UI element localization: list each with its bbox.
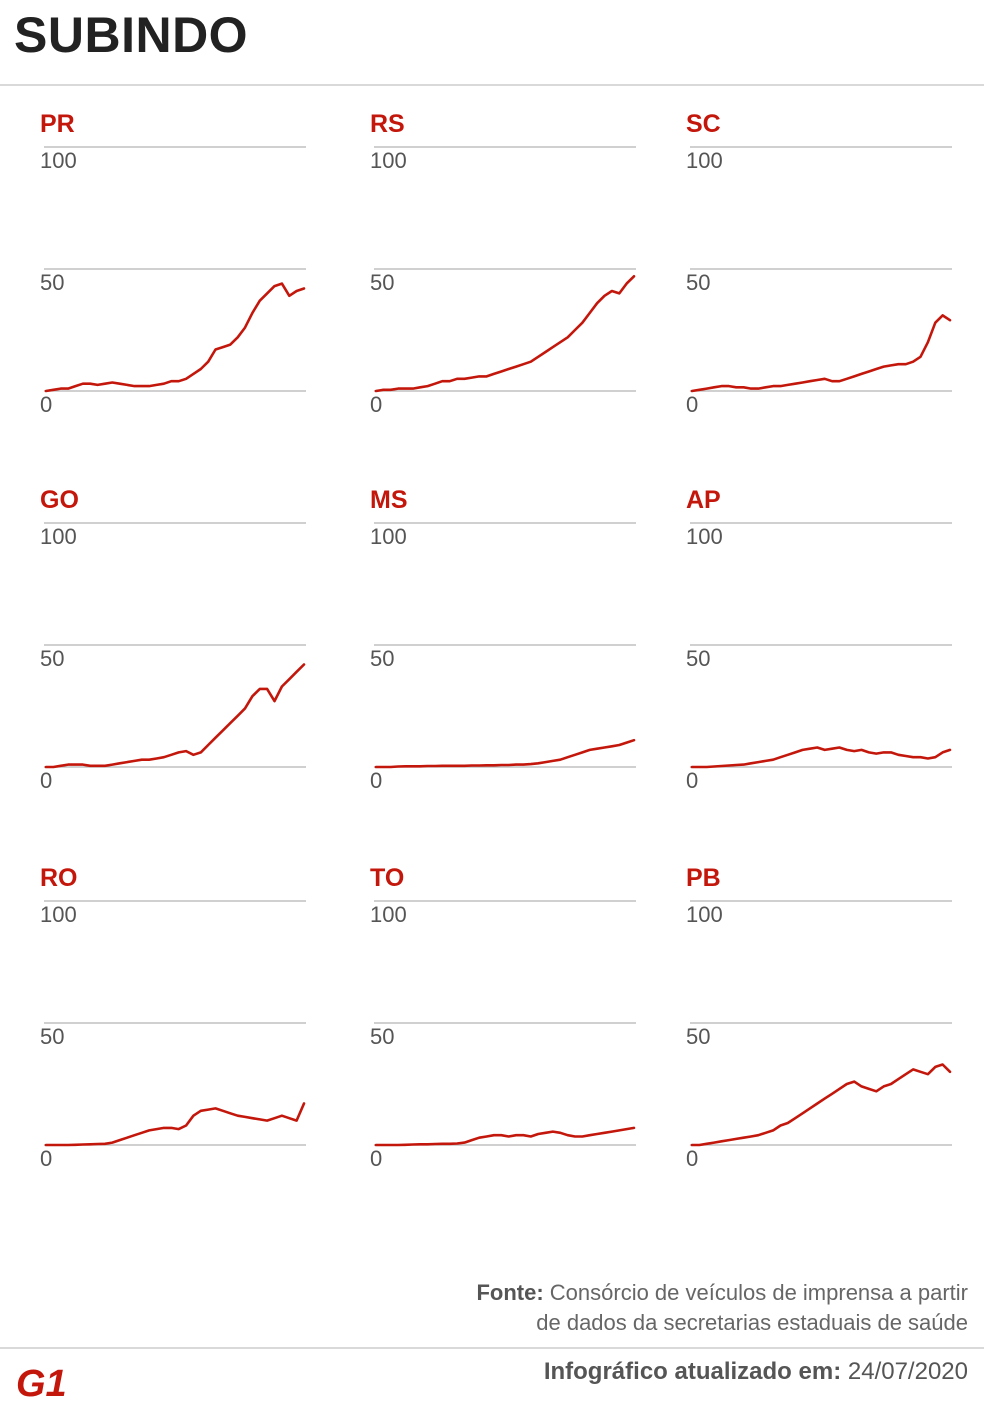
- top-divider: [0, 84, 984, 86]
- y-tick-label: 50: [686, 646, 710, 671]
- line-chart: 0 50 100: [370, 146, 636, 417]
- y-tick-label: 50: [40, 646, 64, 671]
- chart-panel-pb: PB 0 50 100: [686, 864, 966, 1184]
- updated-date: 24/07/2020: [847, 1358, 968, 1385]
- series-line: [44, 663, 306, 769]
- y-tick-label: 50: [40, 270, 64, 295]
- chart-panel-sc: SC 0 50 100: [686, 110, 966, 430]
- updated-label: Infográfico atualizado em:: [543, 1358, 842, 1385]
- y-tick-label: 100: [686, 148, 723, 173]
- chart-title: TO: [370, 864, 405, 892]
- line-chart: 0 50 100: [686, 900, 952, 1171]
- series-line: [44, 282, 306, 393]
- chart-panel-pr: PR 0 50 100: [40, 110, 320, 430]
- y-tick-label: 50: [686, 270, 710, 295]
- y-tick-label: 100: [686, 524, 723, 549]
- series-line: [374, 275, 636, 393]
- series-line: [374, 738, 636, 769]
- y-tick-label: 0: [40, 392, 52, 417]
- chart-title: PB: [686, 864, 721, 892]
- y-tick-label: 0: [686, 1146, 698, 1171]
- chart-panel-ms: MS 0 50 100: [370, 486, 650, 806]
- source-line-2: de dados da secretarias estaduais de saú…: [536, 1310, 968, 1335]
- y-tick-label: 100: [40, 902, 77, 927]
- line-chart: 0 50 100: [686, 522, 952, 793]
- chart-panel-ro: RO 0 50 100: [40, 864, 320, 1184]
- g1-logo-text: G1: [16, 1363, 67, 1402]
- source-line-1: Consórcio de veículos de imprensa a part…: [549, 1280, 968, 1305]
- line-chart: 0 50 100: [40, 522, 306, 793]
- chart-title: PR: [40, 110, 75, 138]
- y-tick-label: 0: [686, 768, 698, 793]
- chart-panel-rs: RS 0 50 100: [370, 110, 650, 430]
- series-line: [44, 1102, 306, 1147]
- y-tick-label: 100: [40, 524, 77, 549]
- y-tick-label: 100: [370, 148, 407, 173]
- y-tick-label: 50: [370, 270, 394, 295]
- y-tick-label: 50: [40, 1024, 64, 1049]
- y-tick-label: 50: [370, 646, 394, 671]
- line-chart: 0 50 100: [40, 146, 306, 417]
- series-line: [690, 1063, 952, 1147]
- source-label: Fonte:: [476, 1280, 544, 1305]
- series-line: [690, 746, 952, 769]
- chart-title: GO: [40, 486, 79, 514]
- source-note: Fonte: Consórcio de veículos de imprensa…: [368, 1278, 968, 1338]
- line-chart: 0 50 100: [40, 900, 306, 1171]
- y-tick-label: 50: [370, 1024, 394, 1049]
- chart-title: RS: [370, 110, 405, 138]
- chart-title: SC: [686, 110, 721, 138]
- series-line: [690, 314, 952, 393]
- chart-title: RO: [40, 864, 78, 892]
- page-title: SUBINDO: [14, 7, 249, 63]
- chart-panel-to: TO 0 50 100: [370, 864, 650, 1184]
- y-tick-label: 100: [370, 902, 407, 927]
- chart-title: MS: [370, 486, 408, 514]
- y-tick-label: 100: [370, 524, 407, 549]
- y-tick-label: 0: [40, 768, 52, 793]
- y-tick-label: 100: [40, 148, 77, 173]
- line-chart: 0 50 100: [370, 900, 636, 1171]
- y-tick-label: 0: [370, 1146, 382, 1171]
- chart-panel-ap: AP 0 50 100: [686, 486, 966, 806]
- line-chart: 0 50 100: [370, 522, 636, 793]
- series-line: [374, 1126, 636, 1147]
- y-tick-label: 100: [686, 902, 723, 927]
- y-tick-label: 0: [370, 768, 382, 793]
- updated-note: Infográfico atualizado em: 24/07/2020: [544, 1358, 968, 1386]
- y-tick-label: 0: [370, 392, 382, 417]
- y-tick-label: 0: [686, 392, 698, 417]
- bottom-divider: [0, 1347, 984, 1349]
- y-tick-label: 50: [686, 1024, 710, 1049]
- y-tick-label: 0: [40, 1146, 52, 1171]
- line-chart: 0 50 100: [686, 146, 952, 417]
- chart-panel-go: GO 0 50 100: [40, 486, 320, 806]
- g1-logo: G1: [16, 1363, 67, 1402]
- chart-title: AP: [686, 486, 721, 514]
